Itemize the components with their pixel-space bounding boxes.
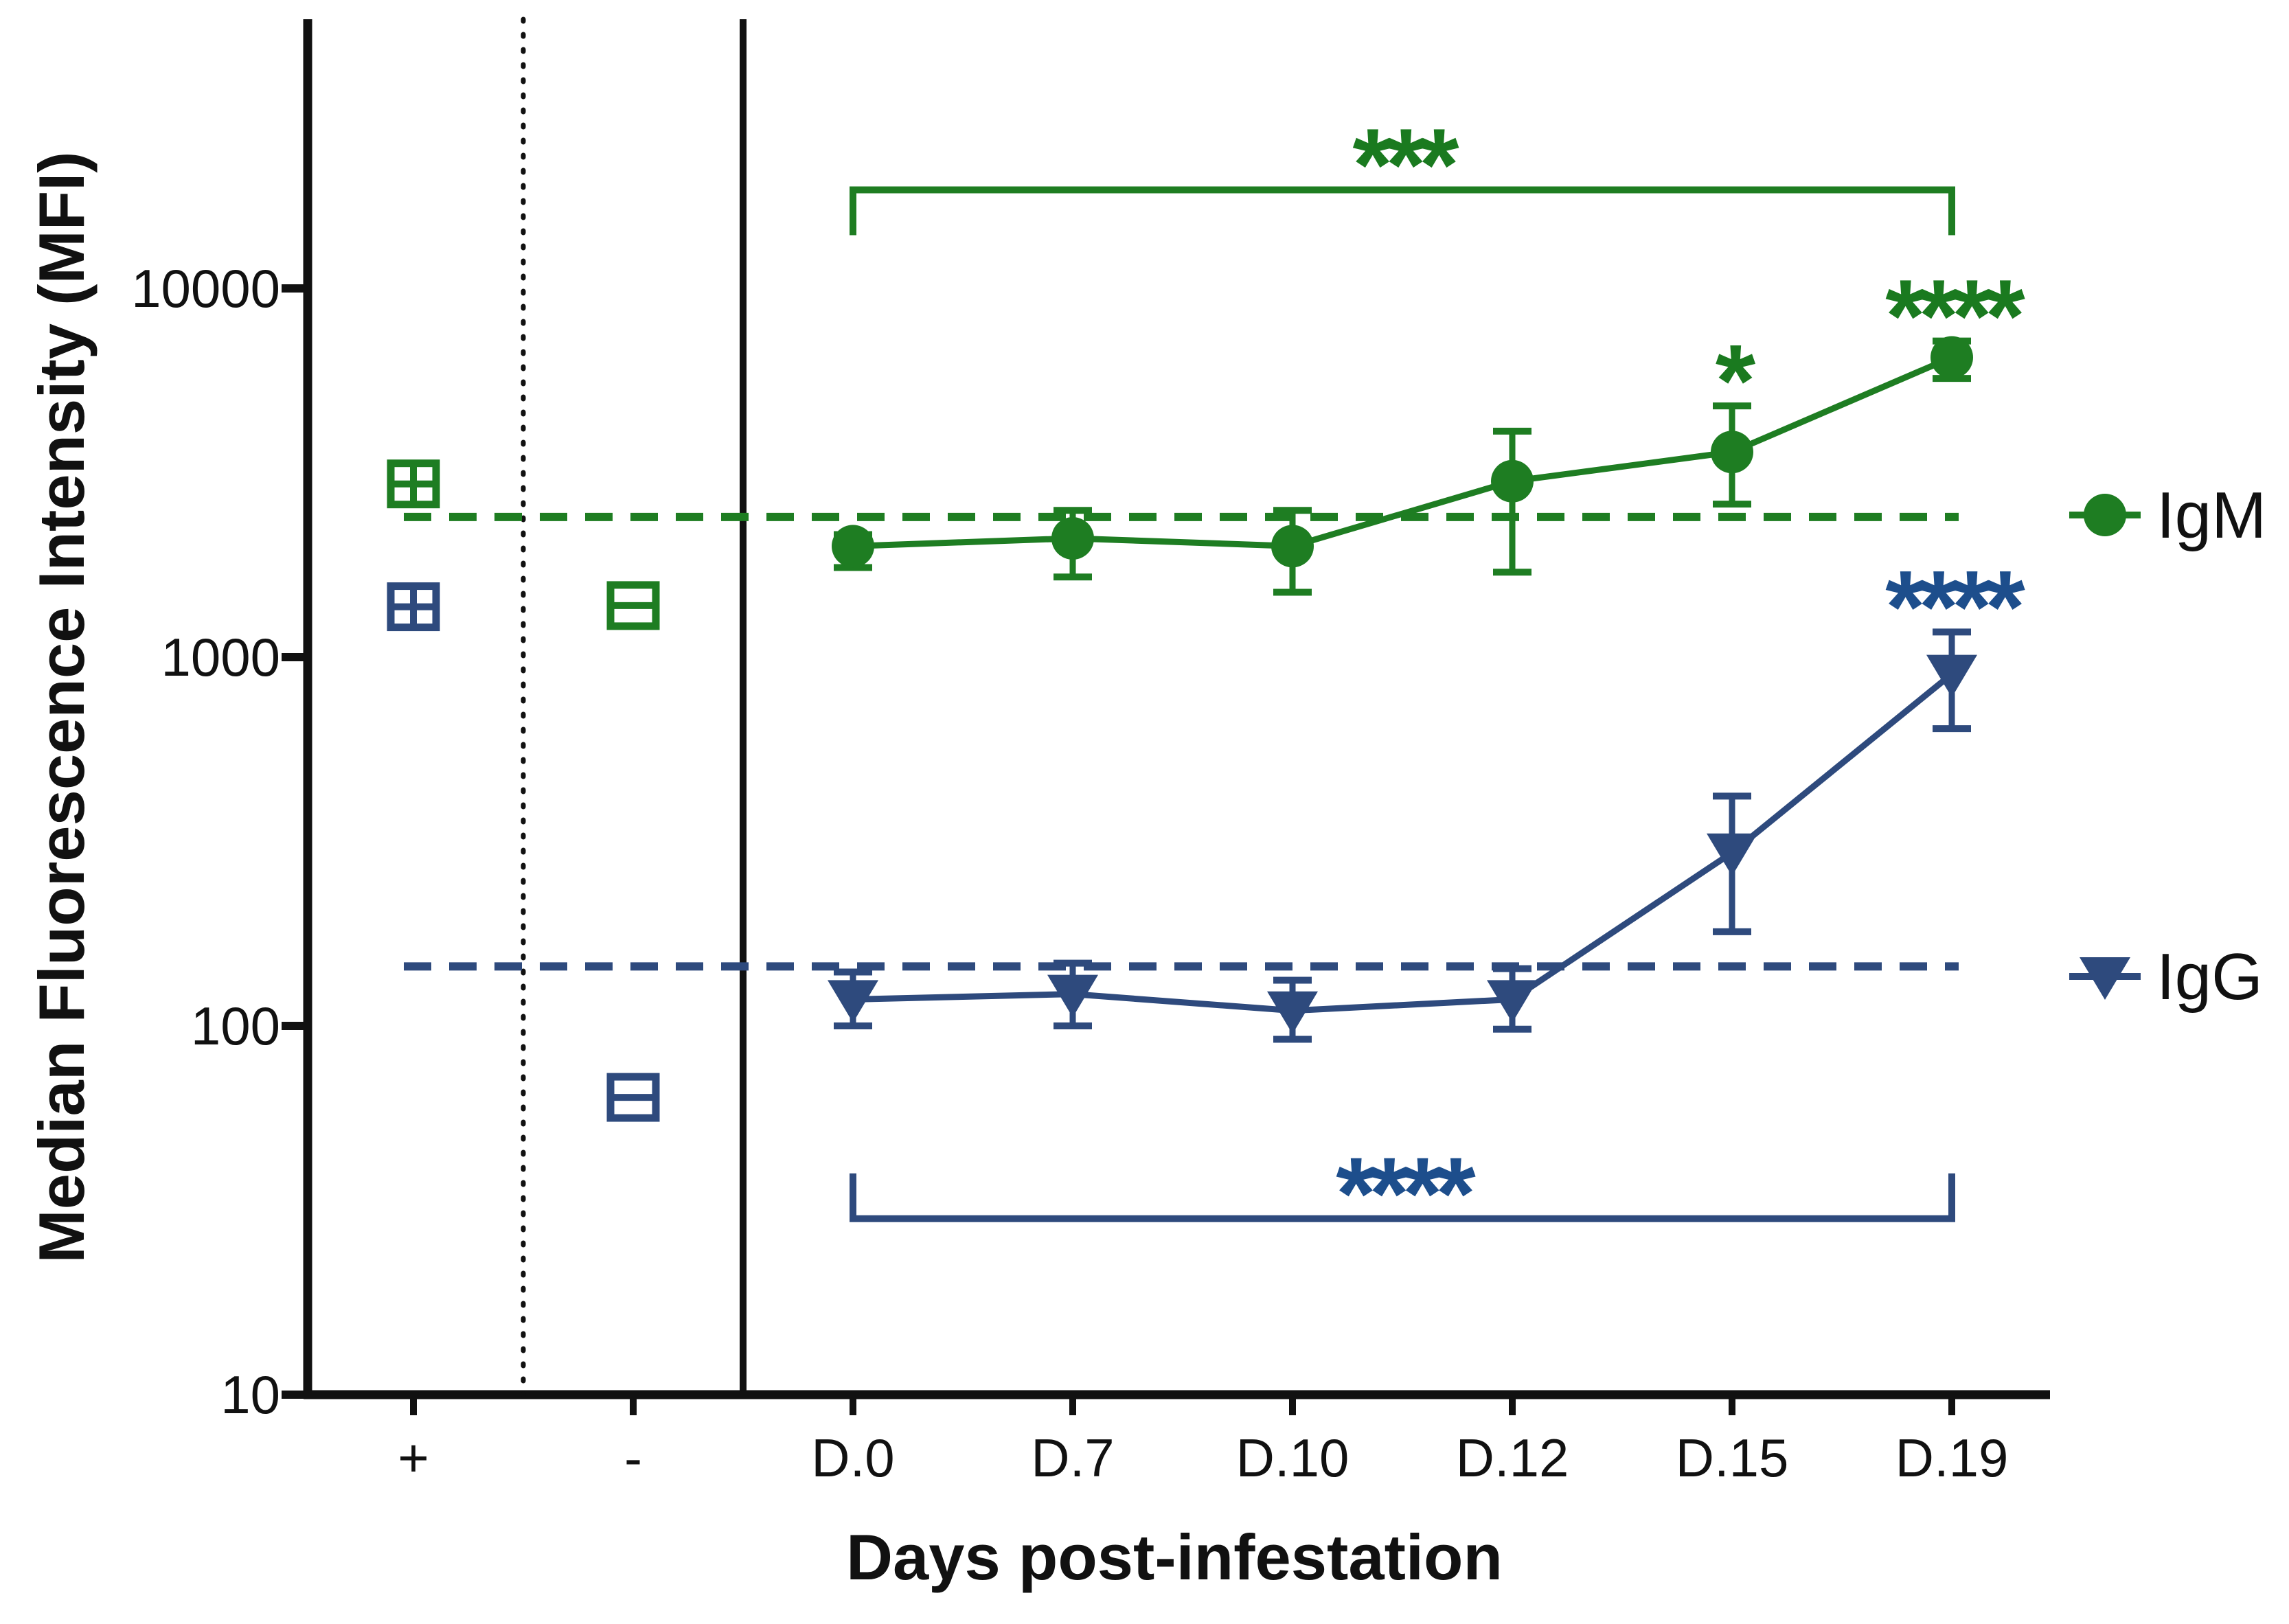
igg-positive-control-marker bbox=[387, 582, 440, 632]
igg-point-D.12 bbox=[1487, 980, 1538, 1023]
igm-positive-control-marker bbox=[387, 459, 440, 509]
igg-bracket-label: **** bbox=[1336, 1136, 1476, 1251]
igg-series-line bbox=[852, 672, 1954, 1014]
x-tick-label-d10: D.10 bbox=[1236, 1428, 1350, 1488]
igm-point-D.10 bbox=[1271, 525, 1314, 568]
y-tick-label-10: 10 bbox=[220, 1364, 280, 1425]
igg-series: **** **** bbox=[404, 549, 2032, 1251]
igg-significance-bracket bbox=[850, 1173, 1955, 1222]
igm-point-D.0 bbox=[832, 525, 874, 568]
igm-series: ******** bbox=[404, 107, 2032, 596]
y-tick-label-100: 100 bbox=[191, 996, 280, 1056]
x-tick-label-d15: D.15 bbox=[1676, 1428, 1789, 1488]
igg-icon bbox=[2080, 957, 2130, 1000]
x-tick-label-d7: D.7 bbox=[1031, 1428, 1114, 1488]
igm-significance-D.15: * bbox=[1716, 323, 1756, 438]
igm-icon bbox=[2084, 494, 2126, 536]
igm-point-D.19 bbox=[1931, 336, 1973, 379]
igm-significance-bracket bbox=[850, 186, 1955, 236]
legend-igg-marker bbox=[2069, 957, 2141, 1000]
igm-point-D.12 bbox=[1491, 459, 1534, 503]
igm-point-D.7 bbox=[1051, 516, 1094, 560]
igg-point-D.7 bbox=[1047, 974, 1098, 1018]
x-axis-title: Days post-infestation bbox=[846, 1521, 1503, 1593]
y-axis-title: Median Fluorescence Intensity (MFI) bbox=[25, 151, 98, 1263]
igg-point-D.19 bbox=[1926, 654, 1977, 698]
x-tick-label-pos: + bbox=[398, 1428, 429, 1488]
x-tick-label-neg: - bbox=[624, 1428, 642, 1488]
igm-negative-control-marker bbox=[606, 581, 660, 630]
legend-label-igm: IgM bbox=[2156, 479, 2266, 552]
y-tick-label-1000: 1000 bbox=[161, 627, 280, 687]
x-tick-label-d19: D.19 bbox=[1895, 1428, 2009, 1488]
igg-negative-control-marker bbox=[606, 1073, 660, 1122]
legend-igm-marker bbox=[2069, 494, 2141, 536]
x-tick-label-d12: D.12 bbox=[1456, 1428, 1569, 1488]
igm-significance-D.19: **** bbox=[1885, 258, 2025, 374]
igm-point-D.15 bbox=[1711, 431, 1753, 474]
chart-graphics: **************** bbox=[282, 16, 2141, 1415]
x-tick-label-d0: D.0 bbox=[811, 1428, 894, 1488]
igm-bracket-label: *** bbox=[1352, 107, 1459, 222]
igg-point-D.10 bbox=[1267, 991, 1318, 1034]
legend-label-igg: IgG bbox=[2156, 940, 2263, 1014]
y-tick-label-10000: 10000 bbox=[131, 258, 280, 319]
igg-point-D.0 bbox=[828, 980, 878, 1023]
igg-point-D.15 bbox=[1707, 833, 1757, 876]
igm-series-line bbox=[852, 354, 1953, 549]
igg-significance-D.19: **** bbox=[1885, 549, 2025, 664]
